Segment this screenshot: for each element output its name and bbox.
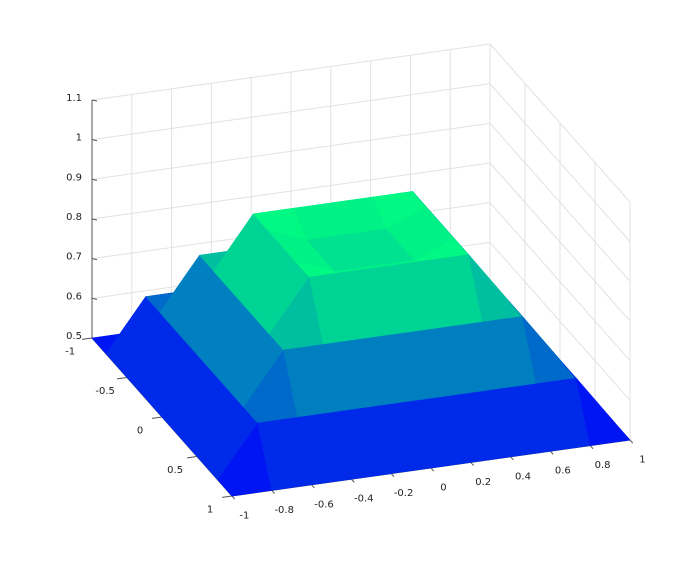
x-tick-label: 0: [440, 482, 446, 493]
x-tick: [430, 467, 435, 472]
y-tick: [186, 456, 198, 459]
y-tick-label: 0.5: [167, 465, 183, 476]
y-tick: [81, 337, 93, 340]
z-tick: [91, 218, 98, 221]
x-tick-label: 0.2: [475, 477, 491, 488]
z-tick-label: 0.7: [66, 252, 82, 263]
z-tick: [91, 99, 98, 102]
x-tick-label: 0.8: [595, 460, 611, 471]
x-tick-label: 0.6: [555, 466, 571, 477]
y-tick-label: -0.5: [95, 386, 115, 397]
x-tick-label: -0.2: [394, 488, 414, 499]
z-tick-label: 0.5: [66, 331, 82, 342]
x-tick-label: -0.4: [354, 494, 374, 505]
z-tick-label: 0.8: [66, 212, 82, 223]
x-tick: [351, 478, 355, 483]
x-tick: [470, 462, 474, 466]
x-tick: [510, 456, 514, 461]
x-tick-label: 0.4: [515, 471, 531, 482]
x-tick-label: 1: [639, 454, 645, 465]
x-tick: [629, 439, 634, 444]
surface-patch: [575, 377, 631, 446]
x-tick: [311, 484, 315, 489]
x-tick: [231, 495, 236, 500]
x-tick-label: -1: [239, 510, 249, 521]
x-tick: [589, 445, 594, 450]
z-tick-label: 1.1: [66, 93, 82, 104]
z-tick-label: 0.9: [66, 172, 82, 183]
z-tick: [91, 297, 98, 300]
z-tick: [91, 139, 98, 142]
x-tick: [271, 490, 275, 494]
x-tick: [550, 450, 554, 455]
y-tick: [151, 416, 163, 419]
z-tick-label: 0.6: [66, 291, 82, 302]
x-tick-label: -0.8: [274, 505, 294, 516]
z-tick-label: 1: [76, 133, 82, 144]
z-tick: [91, 178, 98, 181]
y-tick-label: 1: [207, 504, 213, 515]
x-tick: [390, 473, 395, 478]
y-tick-label: -1: [65, 346, 75, 357]
y-tick: [116, 377, 128, 380]
y-tick-label: 0: [137, 425, 143, 436]
z-tick: [91, 258, 98, 261]
x-tick-label: -0.6: [314, 499, 334, 510]
y-tick: [221, 495, 233, 498]
